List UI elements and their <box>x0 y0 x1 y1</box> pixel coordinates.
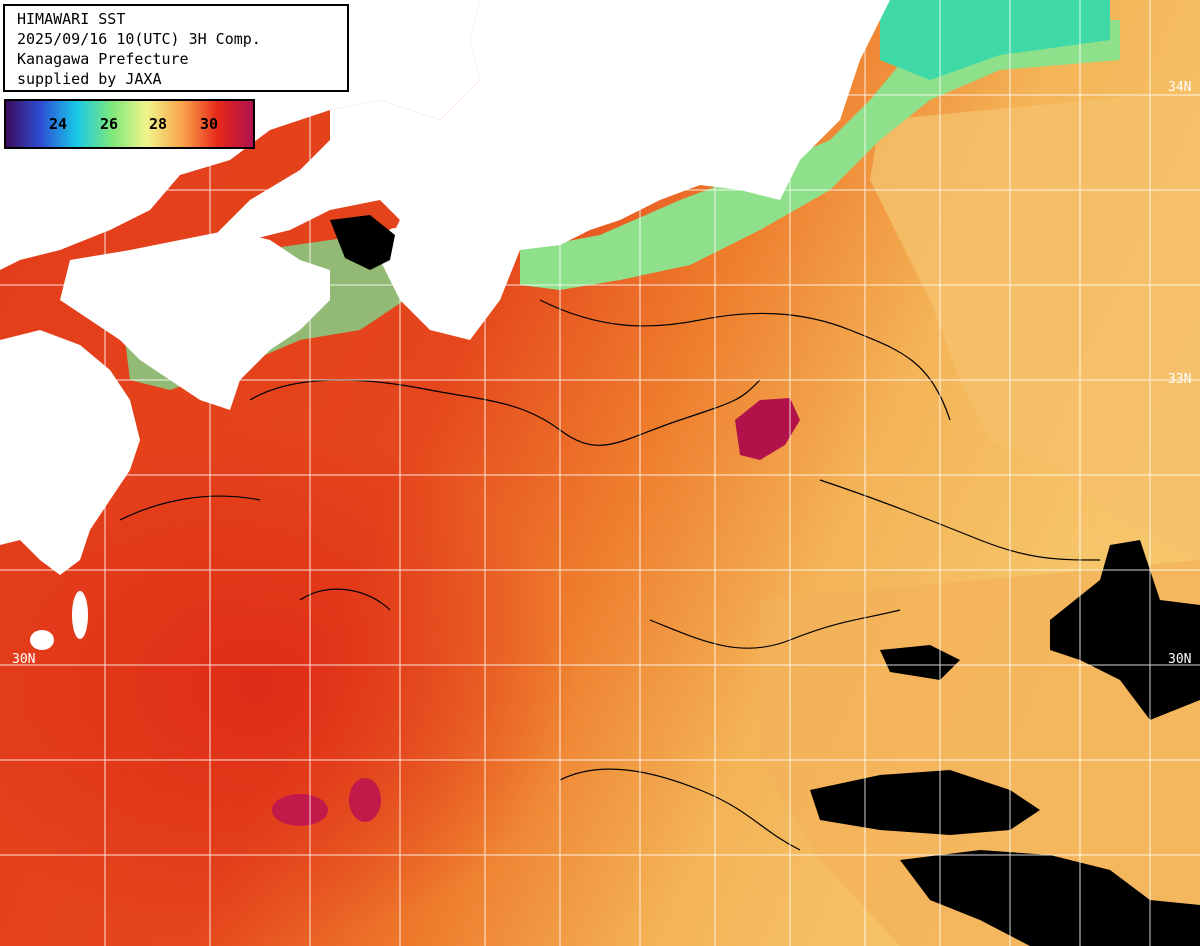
label-34n: 34N <box>1168 80 1192 95</box>
land-kii-peninsula[interactable] <box>210 0 890 340</box>
title-line: HIMAWARI SST <box>17 10 126 28</box>
land-shikoku[interactable] <box>60 230 330 410</box>
legend-tick-26: 26 <box>99 115 119 133</box>
cool-water-east <box>870 90 1200 560</box>
label-33n: 33N <box>1168 372 1192 387</box>
coastal-band-east <box>880 0 1110 80</box>
cloud-mask-5 <box>330 215 395 270</box>
label-30n-left: 30N <box>12 652 36 667</box>
color-scale-legend: 24 26 28 30 <box>4 99 255 149</box>
label-136e: 136E <box>478 12 493 44</box>
warm-patch-2 <box>349 778 381 822</box>
region-line: Kanagawa Prefecture <box>17 50 189 68</box>
legend-tick-24: 24 <box>48 115 68 133</box>
info-box: HIMAWARI SST 2025/09/16 10(UTC) 3H Comp.… <box>3 4 349 92</box>
cloud-mask-1 <box>1050 540 1200 720</box>
source-line: supplied by JAXA <box>17 70 162 88</box>
island-tanegashima[interactable] <box>72 591 88 639</box>
warm-hotspot <box>735 398 800 460</box>
cloud-mask-2 <box>810 770 1040 835</box>
label-30n-right: 30N <box>1168 652 1192 667</box>
cloud-mask-3 <box>900 850 1200 946</box>
legend-tick-30: 30 <box>199 115 219 133</box>
datetime-line: 2025/09/16 10(UTC) 3H Comp. <box>17 30 261 48</box>
island-yakushima[interactable] <box>30 630 54 650</box>
warm-patch-1 <box>272 794 328 826</box>
coastal-band <box>520 20 1120 290</box>
legend-tick-28: 28 <box>148 115 168 133</box>
